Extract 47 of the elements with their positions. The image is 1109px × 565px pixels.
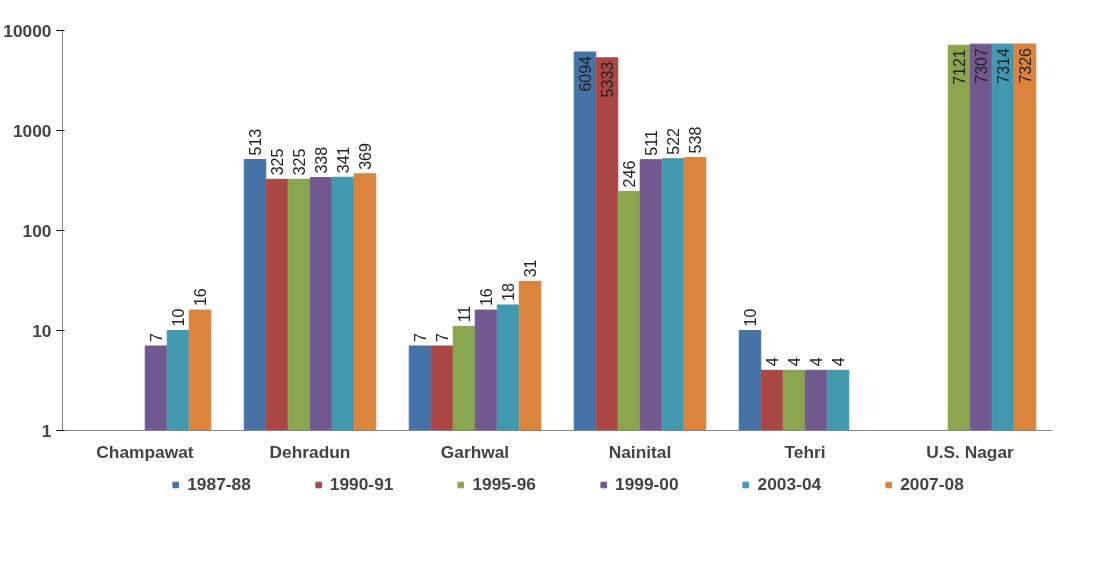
x-tick-label: Garhwal [440, 441, 510, 462]
data-label: 7121 [951, 49, 968, 85]
data-label: 31 [522, 259, 539, 278]
data-label: 7 [148, 332, 165, 342]
y-tick-label: 100 [22, 220, 52, 241]
data-label: 246 [621, 160, 638, 188]
data-label: 16 [478, 288, 495, 307]
legend-label: 2007-08 [900, 473, 964, 495]
legend-label: 2003-04 [757, 473, 822, 495]
data-label: 4 [764, 357, 781, 367]
x-tick-label: Champawat [96, 441, 194, 462]
data-label: 341 [335, 146, 352, 174]
data-label: 10 [170, 308, 187, 327]
data-label: 4 [830, 357, 847, 367]
data-label: 7307 [973, 48, 990, 84]
data-label: 4 [808, 357, 825, 367]
data-label: 4 [786, 357, 803, 367]
data-label: 16 [192, 288, 209, 307]
x-tick-label: Tehri [784, 441, 826, 462]
data-label: 538 [687, 126, 704, 154]
data-label: 11 [456, 305, 473, 323]
data-label: 7314 [995, 47, 1012, 84]
y-tick-label: 1 [41, 420, 52, 441]
legend-label: 1999-00 [615, 473, 679, 495]
y-tick-label: 10 [32, 320, 52, 341]
x-tick-label: U.S. Nagar [926, 441, 1015, 462]
x-tick-label: Dehradun [269, 441, 351, 462]
data-label: 7326 [1017, 47, 1034, 84]
data-label: 522 [665, 127, 682, 155]
legend-label: 1987-88 [187, 473, 251, 495]
data-label: 10 [742, 308, 759, 327]
data-label: 513 [247, 128, 264, 156]
data-label: 325 [291, 148, 308, 176]
legend-label: 1990-91 [329, 473, 394, 495]
data-label: 369 [357, 143, 374, 170]
x-tick-label: Nainital [608, 441, 672, 462]
data-label: 338 [313, 146, 330, 174]
data-label: 7 [412, 332, 429, 342]
y-tick-label: 1000 [12, 120, 52, 141]
data-label: 325 [269, 148, 286, 176]
data-label: 6094 [577, 55, 594, 92]
y-tick-label: 10000 [3, 20, 52, 41]
data-label: 5333 [599, 61, 616, 98]
data-label: 511 [643, 130, 660, 156]
data-label: 18 [500, 283, 517, 301]
legend-label: 1995-96 [472, 473, 536, 495]
data-label: 7 [434, 332, 451, 342]
